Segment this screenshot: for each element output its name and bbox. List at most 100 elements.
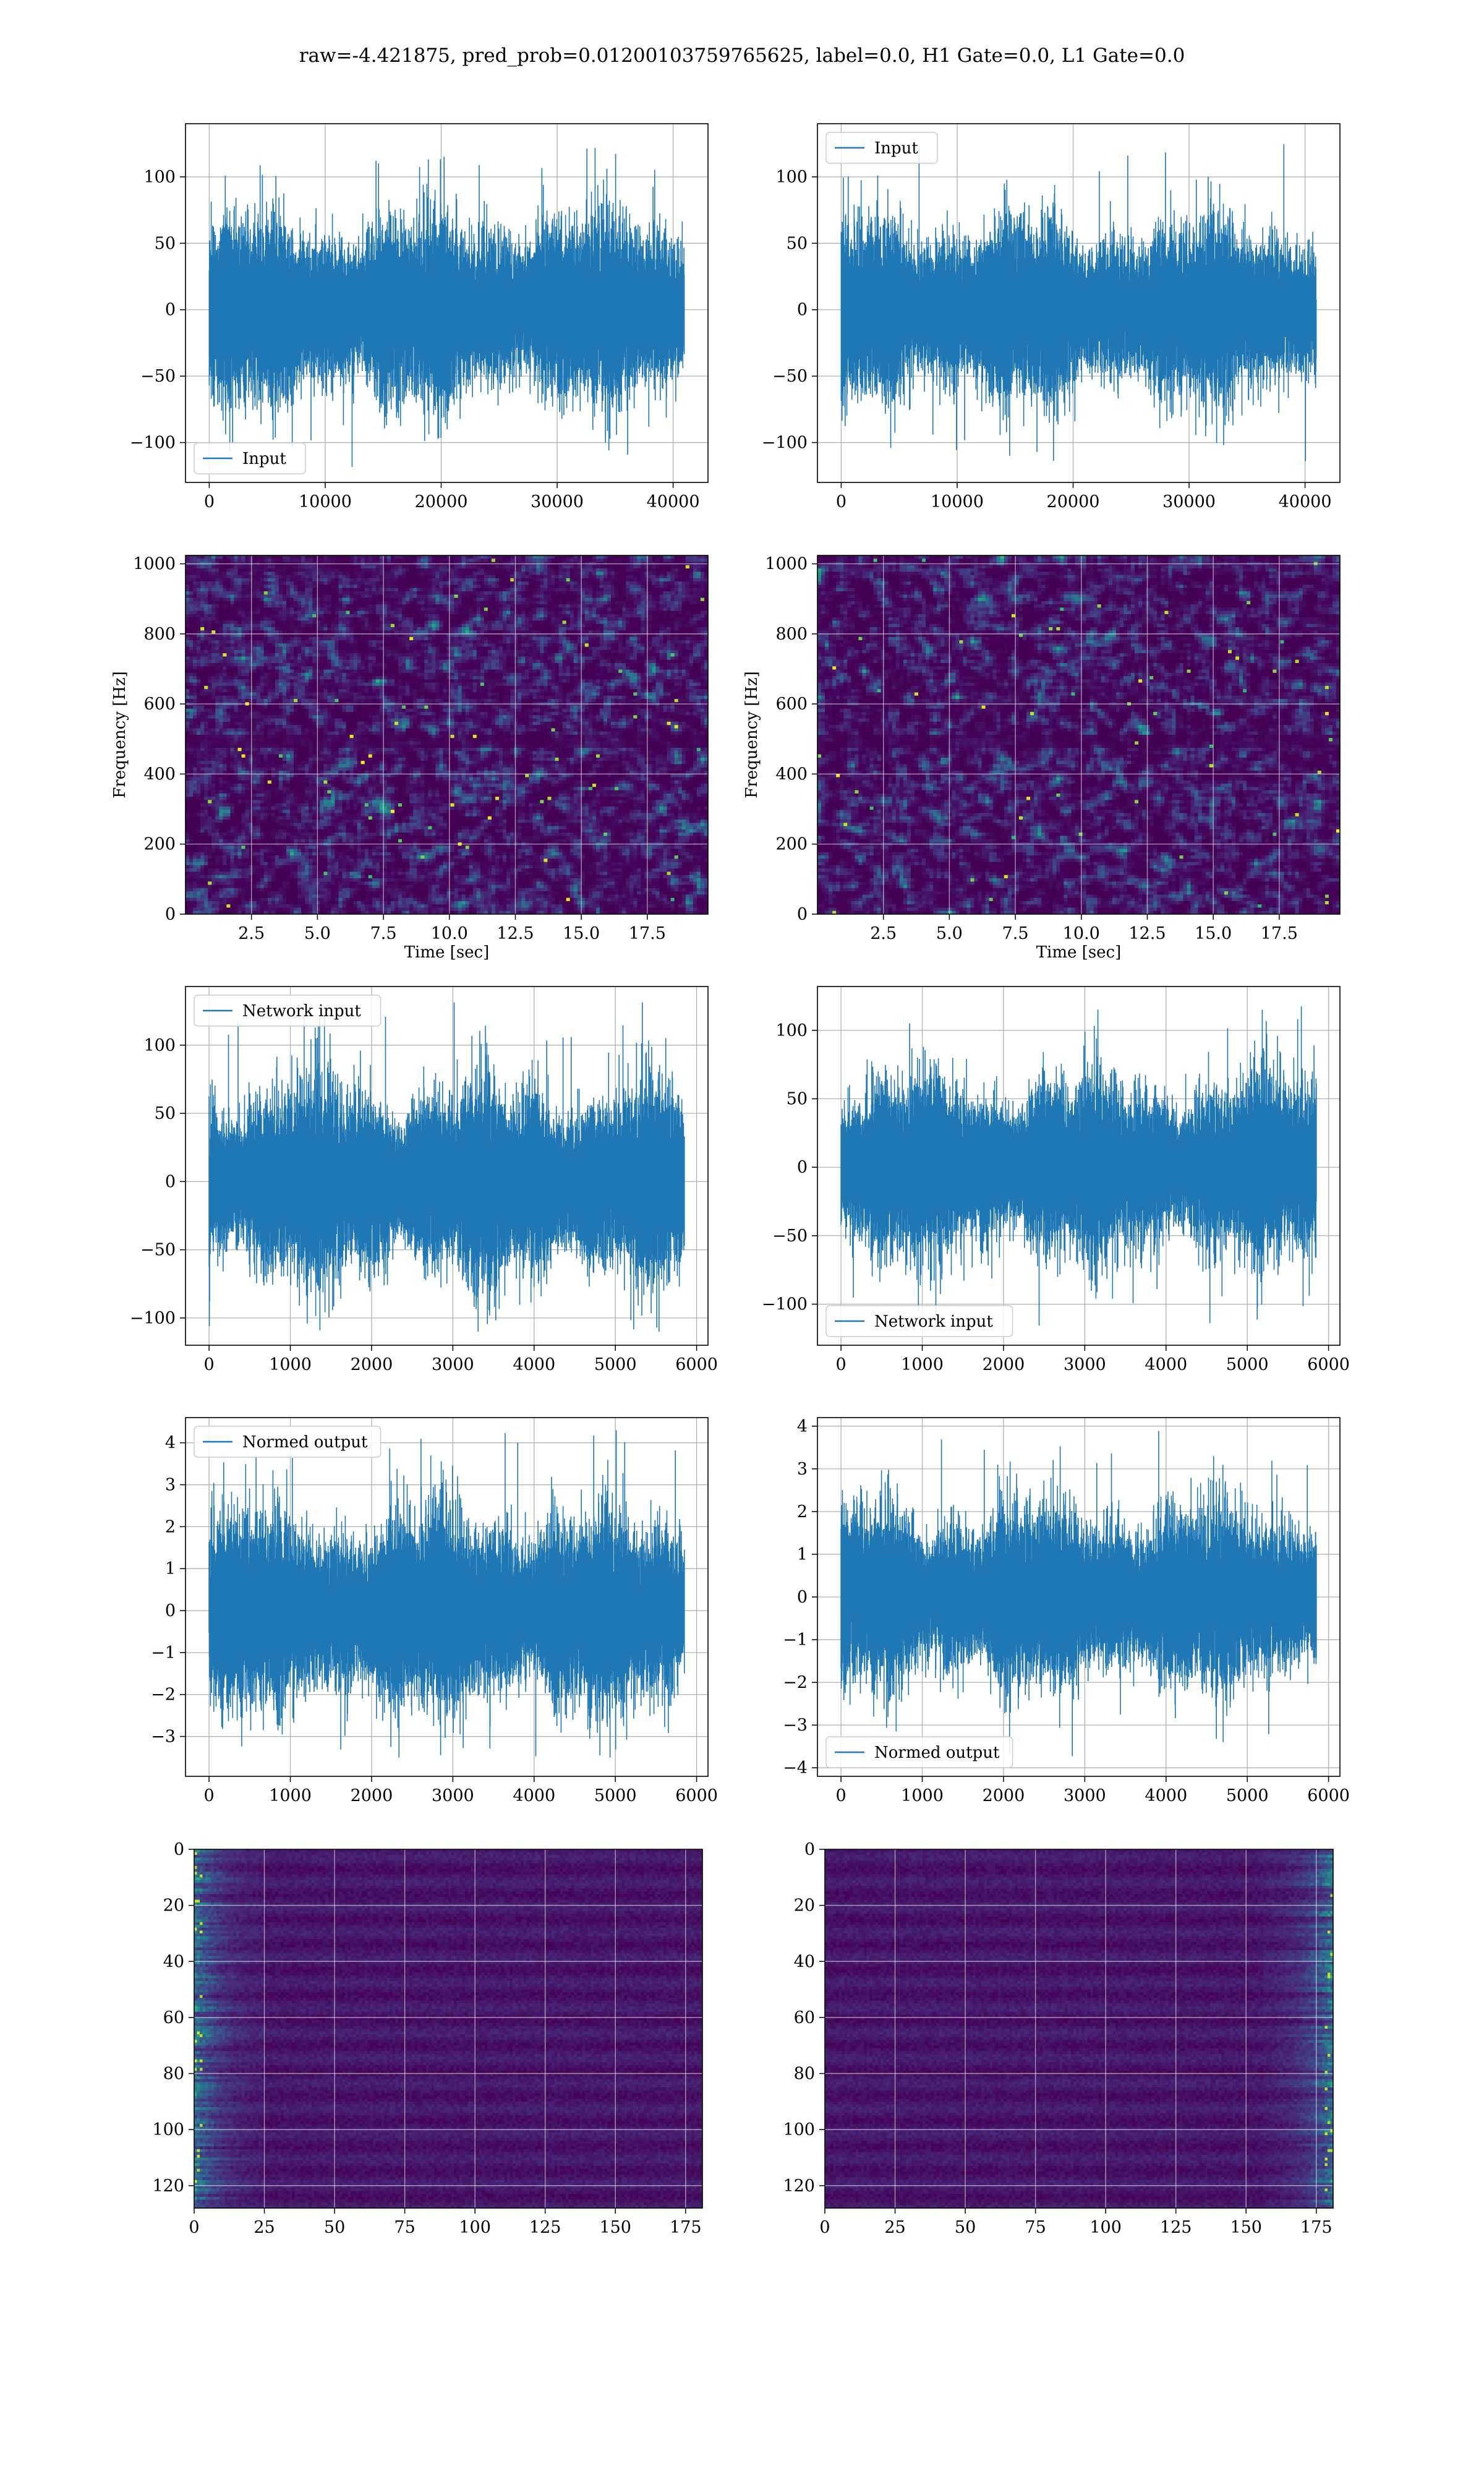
y-tick-label: 100 [143,1036,176,1055]
x-tick-label: 40000 [1279,492,1332,511]
x-axis-label: Time [sec] [1036,943,1122,962]
y-tick-label: 20 [163,1896,184,1915]
y-tick-label: −50 [140,367,176,386]
x-tick-label: 100 [459,2218,491,2237]
y-tick-label: 60 [794,2008,815,2027]
x-tick-label: 10.0 [431,924,468,943]
x-tick-label: 25 [254,2218,275,2237]
x-tick-label: 150 [599,2218,631,2237]
y-tick-label: 100 [775,1021,808,1040]
plot-area [825,1849,1334,2209]
x-tick-label: 17.5 [1261,924,1298,943]
y-tick-label: −1 [151,1643,176,1663]
y-tick-label: 0 [165,1172,176,1191]
x-tick-label: 5000 [594,1786,637,1805]
y-tick-label: 200 [143,835,176,854]
x-tick-label: 0 [204,1786,215,1805]
y-tick-label: 20 [794,1896,815,1915]
y-tick-label: 0 [165,1601,176,1620]
y-tick-label: 4 [165,1434,176,1453]
x-tick-label: 6000 [675,1786,718,1805]
legend-label: Normed output [242,1433,368,1452]
x-tick-label: 2000 [351,1355,393,1374]
y-tick-label: −50 [772,367,808,386]
x-tick-label: 0 [836,1786,846,1805]
y-tick-label: 400 [143,764,176,784]
y-tick-label: 0 [804,1840,815,1859]
x-tick-label: 1000 [269,1786,312,1805]
x-tick-label: 150 [1230,2218,1262,2237]
plot-area [186,1418,708,1776]
plot-area [186,124,708,482]
y-tick-label: 600 [143,695,176,714]
x-tick-label: 4000 [513,1355,555,1374]
x-tick-label: 7.5 [1002,924,1029,943]
y-tick-label: −50 [772,1226,808,1246]
x-tick-label: 5000 [594,1355,637,1374]
legend: Network input [194,995,381,1026]
heatmap-cells [817,555,1341,915]
x-tick-label: 175 [670,2218,702,2237]
x-tick-label: 10000 [931,492,984,511]
y-tick-label: 100 [152,2120,184,2139]
x-tick-label: 125 [529,2218,561,2237]
y-tick-label: 0 [165,301,176,320]
x-tick-label: 2000 [983,1355,1025,1374]
x-tick-label: 0 [819,2218,830,2237]
y-tick-label: 120 [152,2177,184,2196]
y-tick-label: −1 [783,1630,808,1650]
y-tick-label: 2 [165,1517,176,1536]
series-line [209,1003,684,1332]
x-axis-label: Time [sec] [404,943,490,962]
series-line [841,1431,1316,1757]
x-tick-label: 100 [1090,2218,1122,2237]
x-tick-label: 25 [884,2218,905,2237]
x-tick-label: 6000 [1307,1355,1350,1374]
y-tick-label: 0 [797,905,808,924]
y-tick-label: 200 [775,835,808,854]
x-tick-label: 75 [1025,2218,1046,2237]
legend-label: Normed output [874,1744,1000,1762]
y-tick-label: −100 [762,1295,808,1314]
x-tick-label: 10000 [299,492,352,511]
y-tick-label: 1 [797,1545,808,1564]
plot-area [194,1849,703,2209]
axes-net-h1: 0 1000 2000 3000 4000 5000 6000−100−50050100Ne… [130,987,718,1374]
y-tick-label: 100 [783,2120,815,2139]
legend: Input [194,443,305,474]
plot-area [186,555,709,915]
y-tick-label: 0 [165,905,176,924]
x-tick-label: 40000 [647,492,700,511]
x-tick-label: 5000 [1226,1355,1269,1374]
figure-title: raw=-4.421875, pred_prob=0.0120010375976… [299,45,1185,67]
y-axis-label: Frequency [Hz] [111,671,129,798]
legend: Normed output [194,1426,381,1457]
x-tick-label: 3000 [432,1786,474,1805]
legend: Normed output [826,1737,1013,1768]
x-tick-label: 0 [204,1355,215,1374]
heatmap-cells [194,1849,703,2209]
y-tick-label: 50 [787,234,808,253]
y-tick-label: 800 [143,625,176,644]
y-tick-label: −50 [140,1241,176,1260]
y-tick-label: −2 [151,1685,176,1705]
x-tick-label: 5.0 [304,924,331,943]
y-tick-label: 4 [797,1417,808,1436]
x-tick-label: 6000 [675,1355,718,1374]
x-tick-label: 3000 [1064,1355,1106,1374]
x-tick-label: 12.5 [497,924,534,943]
y-tick-label: 40 [794,1952,815,1971]
x-tick-label: 17.5 [629,924,666,943]
x-tick-label: 1000 [901,1355,944,1374]
y-tick-label: 40 [163,1952,184,1971]
y-tick-label: 50 [787,1090,808,1109]
plot-area [817,555,1341,915]
x-tick-label: 20000 [1047,492,1100,511]
y-tick-label: 1000 [765,555,808,574]
x-tick-label: 15.0 [563,924,600,943]
x-tick-label: 0 [189,2218,199,2237]
axes-spec-l1: 2.5 5.0 7.5 10.0 12.5 15.0 17.5020040060080010… [743,555,1341,962]
y-tick-label: −100 [762,434,808,453]
x-tick-label: 125 [1160,2218,1192,2237]
